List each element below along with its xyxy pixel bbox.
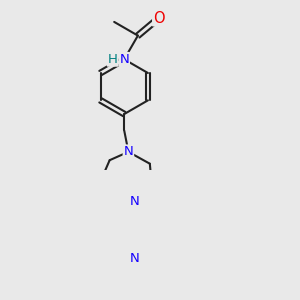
Text: N: N: [130, 253, 140, 266]
Text: H: H: [108, 53, 118, 66]
Text: N: N: [130, 195, 140, 208]
Text: N: N: [119, 53, 129, 66]
Text: O: O: [153, 11, 165, 26]
Text: N: N: [124, 145, 133, 158]
